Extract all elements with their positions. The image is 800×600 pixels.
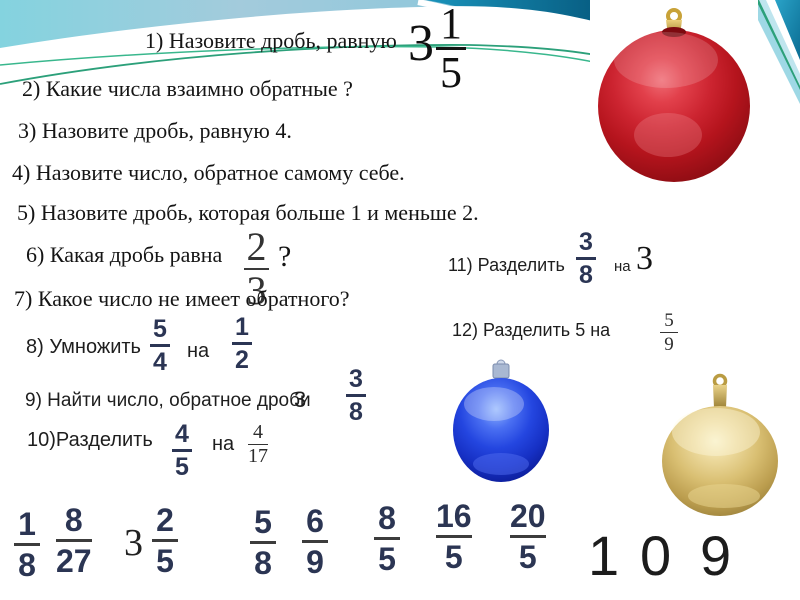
fraction-bar — [436, 535, 472, 538]
fraction-denominator: 5 — [518, 539, 537, 575]
fraction-denominator: 4 — [153, 348, 167, 376]
fraction-bar — [152, 539, 178, 542]
fraction-denominator: 17 — [248, 445, 268, 467]
fraction-denominator: 3 — [246, 268, 267, 313]
answer-fraction-7: 16 5 — [434, 499, 474, 574]
fraction-denominator: 5 — [378, 541, 396, 577]
corner-digit-9: 9 — [700, 524, 732, 587]
question-9-label: 9) Найти число, обратное дроби — [25, 390, 311, 411]
question-5-label: 5) Назовите дробь, которая больше 1 и ме… — [17, 200, 479, 225]
red-ornament-photo — [590, 0, 758, 224]
fraction-denominator: 9 — [664, 334, 674, 355]
question-10-na: на — [212, 433, 235, 455]
question-11-fraction: 3 8 — [574, 229, 598, 288]
answer-fraction-4: 5 8 — [248, 505, 278, 580]
fraction-denominator: 8 — [349, 398, 363, 426]
question-6-fraction: 2 3 — [244, 227, 269, 311]
fraction-denominator: 5 — [444, 539, 463, 575]
question-9-fraction: 3 8 — [344, 366, 368, 425]
fraction-numerator: 6 — [306, 503, 324, 539]
fraction-bar — [248, 444, 268, 445]
fraction-denominator: 27 — [56, 543, 92, 579]
fraction-numerator: 4 — [253, 421, 263, 443]
fraction-numerator: 4 — [175, 420, 189, 448]
fraction-bar — [14, 543, 40, 546]
question-2-label: 2) Какие числа взаимно обратные ? — [22, 76, 353, 101]
corner-digit-1: 1 — [588, 524, 620, 587]
question-6-question-mark: ? — [278, 240, 292, 273]
fraction-numerator: 1 — [18, 506, 36, 542]
question-10-fraction-1: 4 5 — [170, 421, 194, 480]
question-4-label: 4) Назовите число, обратное самому себе. — [12, 160, 405, 185]
fraction-denominator: 2 — [235, 346, 249, 374]
fraction-numerator: 3 — [349, 365, 363, 393]
question-8-label: 8) Умножить — [26, 336, 141, 358]
question-9-whole-number: 3 — [294, 387, 307, 412]
fraction-numerator: 5 — [153, 315, 167, 343]
fraction-numerator: 5 — [254, 504, 272, 540]
ornament-loop-icon — [712, 373, 728, 389]
question-11-na: на — [614, 258, 631, 275]
fraction-bar — [150, 344, 170, 347]
question-1-fraction: 1 5 — [436, 2, 466, 95]
question-6-label: 6) Какая дробь равна — [26, 242, 223, 267]
fraction-bar — [302, 540, 328, 543]
answer-fraction-2: 8 27 — [54, 503, 94, 578]
fraction-bar — [374, 537, 400, 540]
fraction-bar — [232, 342, 252, 345]
fraction-numerator: 8 — [378, 500, 396, 536]
question-1-whole-number: 3 — [408, 15, 434, 72]
answer-mixed-whole: 3 — [124, 522, 143, 564]
fraction-denominator: 5 — [175, 453, 189, 481]
fraction-numerator: 1 — [235, 313, 249, 341]
question-12-fraction: 5 9 — [660, 310, 678, 355]
question-11-divisor: 3 — [636, 240, 653, 277]
fraction-denominator: 5 — [156, 543, 174, 579]
question-10-label: 10)Разделить — [27, 429, 153, 451]
fraction-numerator: 3 — [579, 228, 593, 256]
fraction-numerator: 2 — [246, 224, 267, 269]
fraction-denominator: 9 — [306, 544, 324, 580]
ornament-cap-icon — [713, 385, 727, 408]
answer-fraction-6: 8 5 — [372, 501, 402, 576]
red-ornament — [598, 8, 750, 182]
fraction-numerator: 5 — [664, 310, 674, 331]
question-11-label: 11) Разделить — [448, 255, 565, 275]
fraction-numerator: 20 — [510, 498, 546, 534]
gold-ornament — [662, 373, 778, 516]
fraction-bar — [244, 268, 269, 270]
ornament-cap-icon — [492, 363, 510, 379]
question-12-label: 12) Разделить 5 на — [452, 320, 611, 340]
fraction-bar — [576, 257, 596, 260]
fraction-bar — [660, 332, 678, 333]
answer-fraction-3: 2 5 — [150, 503, 180, 578]
question-3-label: 3) Назовите дробь, равную 4. — [18, 118, 292, 143]
fraction-numerator: 2 — [156, 502, 174, 538]
fraction-bar — [250, 541, 276, 544]
fraction-bar — [172, 449, 192, 452]
question-10-fraction-2: 4 17 — [248, 422, 268, 467]
corner-digit-0: 0 — [640, 524, 672, 587]
question-1-label: 1) Назовите дробь, равную — [145, 28, 397, 53]
fraction-numerator: 8 — [64, 502, 83, 538]
question-8-fraction-1: 5 4 — [148, 316, 172, 375]
question-7-label: 7) Какое число не имеет обратного? — [14, 286, 350, 311]
fraction-bar — [436, 47, 466, 50]
answer-fraction-5: 6 9 — [300, 504, 330, 579]
question-8-fraction-2: 1 2 — [230, 314, 254, 373]
question-8-na: на — [187, 340, 210, 362]
fraction-bar — [510, 535, 546, 538]
fraction-numerator: 1 — [440, 0, 462, 48]
fraction-denominator: 8 — [579, 261, 593, 289]
fraction-bar — [346, 394, 366, 397]
fraction-bar — [56, 539, 92, 542]
fraction-denominator: 8 — [254, 545, 272, 581]
fraction-numerator: 16 — [436, 498, 472, 534]
answer-fraction-1: 1 8 — [12, 507, 42, 582]
blue-ornament — [453, 359, 549, 482]
fraction-denominator: 5 — [440, 48, 462, 97]
fraction-denominator: 8 — [18, 547, 36, 583]
answer-fraction-8: 20 5 — [508, 499, 548, 574]
